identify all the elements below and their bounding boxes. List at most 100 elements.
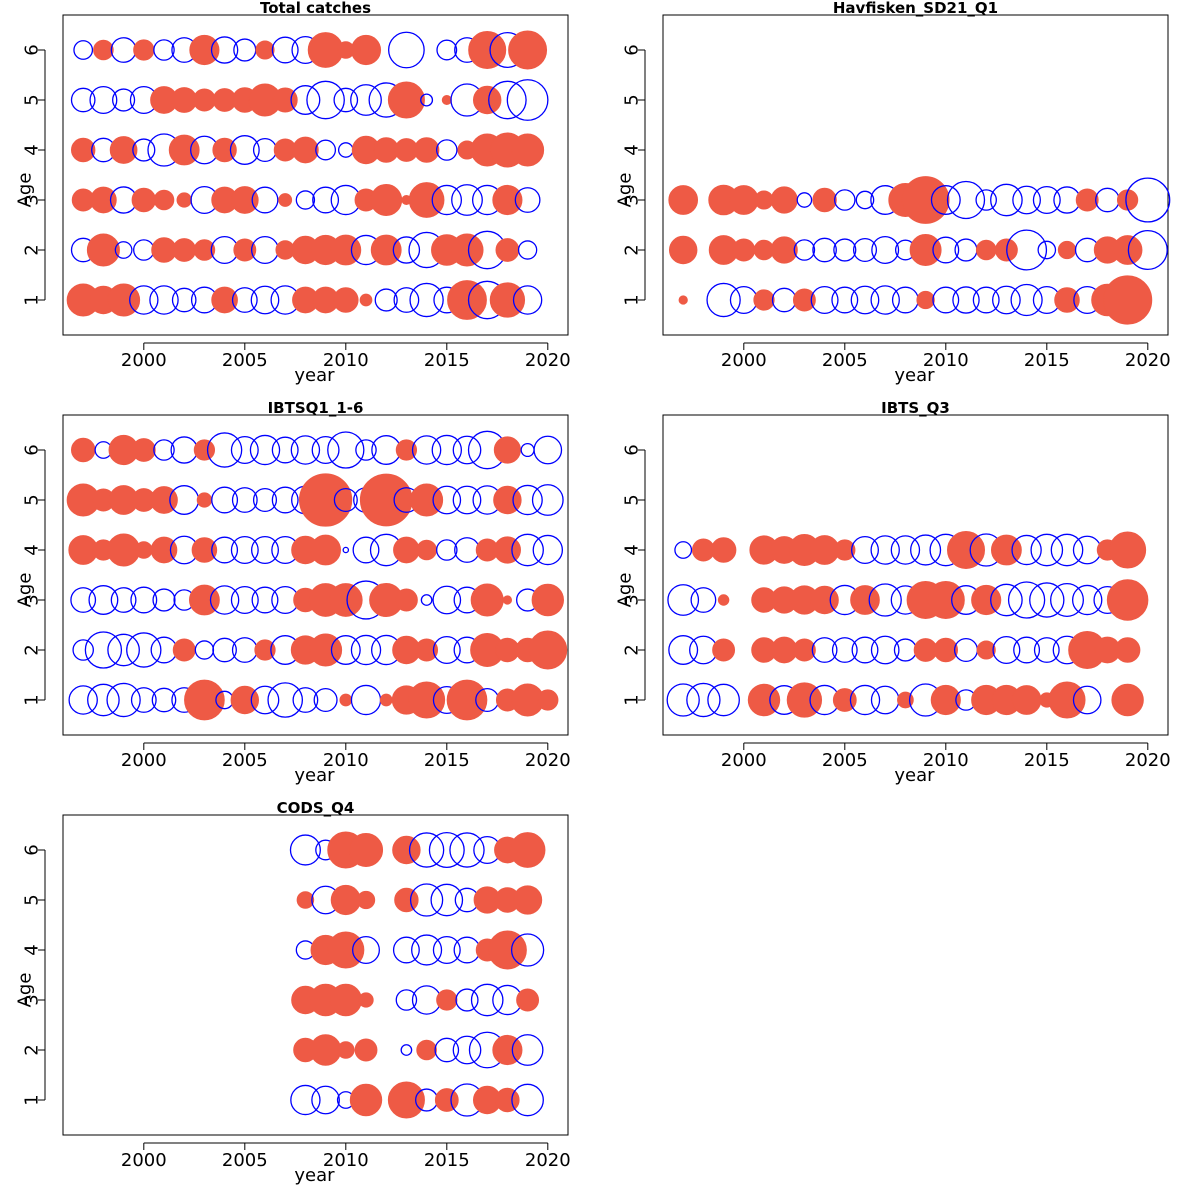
open-bubble <box>267 682 304 718</box>
filled-bubble <box>193 439 216 461</box>
filled-bubble <box>516 988 540 1012</box>
open-bubble <box>252 137 278 163</box>
open-bubble <box>251 186 279 214</box>
open-bubble <box>1006 229 1048 271</box>
open-bubble <box>409 883 444 917</box>
filled-bubble <box>272 87 298 113</box>
x-tick-label: 2005 <box>822 350 868 371</box>
plot-area <box>62 14 569 336</box>
open-bubble <box>1037 240 1057 260</box>
open-bubble <box>89 86 118 114</box>
open-bubble <box>295 190 316 210</box>
open-bubble <box>251 586 279 614</box>
open-bubble <box>953 637 979 663</box>
open-bubble <box>831 637 858 663</box>
open-bubble <box>871 236 900 264</box>
filled-bubble <box>349 1083 383 1117</box>
filled-bubble <box>492 1034 523 1066</box>
y-tick-label: 2 <box>22 244 43 255</box>
open-bubble <box>834 189 856 211</box>
filled-bubble <box>392 835 421 865</box>
open-bubble <box>230 436 259 464</box>
open-bubble <box>833 238 857 262</box>
filled-bubble <box>296 891 315 909</box>
open-bubble <box>488 80 527 120</box>
open-bubble <box>1010 283 1043 317</box>
open-bubble <box>932 236 960 264</box>
open-bubble <box>1125 177 1171 223</box>
filled-bubble <box>90 186 117 214</box>
x-tick-label: 2005 <box>822 750 868 771</box>
open-bubble <box>350 634 382 666</box>
filled-bubble <box>370 184 403 216</box>
open-bubble <box>230 586 259 614</box>
open-bubble <box>729 286 758 314</box>
open-bubble <box>431 434 463 466</box>
filled-bubble <box>528 630 568 670</box>
chart-panel-3: IBTSQ1_1-6 2000 2005 2010 2015 2020 year 1 2 3 4 5 6… <box>15 399 571 786</box>
x-tick-label: 2015 <box>1024 350 1070 371</box>
open-bubble <box>333 487 358 513</box>
filled-bubble <box>172 238 197 262</box>
filled-bubble <box>255 40 275 60</box>
open-bubble <box>72 639 94 661</box>
x-axis: 2000 2005 2010 2015 2020 year <box>721 342 1171 386</box>
filled-bubble <box>168 134 200 166</box>
x-axis-label: year <box>294 1165 335 1186</box>
open-bubble <box>891 286 919 314</box>
open-bubble <box>531 484 564 516</box>
chart-panel-2: Havfisken_SD21_Q1 2000 2005 2010 2015 2020 yea… <box>615 0 1171 386</box>
open-bubble <box>849 684 881 716</box>
filled-bubble <box>493 436 521 464</box>
open-bubble <box>350 684 382 716</box>
y-tick-label: 1 <box>22 294 43 305</box>
open-bubble <box>250 685 280 715</box>
open-bubble <box>451 184 483 216</box>
open-bubble <box>84 631 123 669</box>
x-tick-label: 2010 <box>323 750 369 771</box>
filled-bubble <box>1102 275 1153 325</box>
x-tick-label: 2000 <box>121 1150 167 1171</box>
open-bubble <box>327 431 365 469</box>
filled-bubble <box>356 890 376 910</box>
y-tick-label: 2 <box>22 1044 43 1055</box>
open-bubble <box>411 934 443 966</box>
filled-bubble <box>975 239 997 261</box>
open-bubble <box>110 587 137 613</box>
open-bubble <box>514 187 541 213</box>
y-tick-label: 5 <box>622 94 643 105</box>
open-bubble <box>311 1085 340 1115</box>
open-bubble <box>511 533 544 567</box>
filled-bubble <box>416 1039 437 1061</box>
filled-bubble <box>754 190 774 210</box>
y-tick-label: 4 <box>22 944 43 955</box>
open-bubble <box>868 583 902 617</box>
open-bubble <box>511 1083 544 1117</box>
filled-bubble <box>1011 685 1042 715</box>
bubbles <box>666 531 1149 719</box>
open-bubble <box>533 435 563 465</box>
plot-area <box>662 414 1169 736</box>
open-bubble <box>932 286 960 314</box>
filled-bubble <box>333 287 359 313</box>
x-tick-label: 2015 <box>1024 750 1070 771</box>
filled-bubble <box>292 136 319 164</box>
filled-bubble <box>410 483 444 517</box>
open-bubble <box>271 486 299 514</box>
filled-bubble <box>728 185 759 215</box>
filled-bubble <box>933 637 958 663</box>
open-bubble <box>1095 187 1120 213</box>
open-bubble <box>910 534 942 566</box>
open-bubble <box>796 192 813 208</box>
open-bubble <box>1032 186 1061 214</box>
filled-bubble <box>193 239 216 261</box>
x-axis: 2000 2005 2010 2015 2020 year <box>721 742 1171 786</box>
open-bubble <box>812 237 837 263</box>
filled-bubble <box>413 137 440 163</box>
filled-bubble <box>468 31 507 69</box>
open-bubble <box>350 84 382 116</box>
y-tick-label: 1 <box>622 294 643 305</box>
open-bubble <box>129 285 159 315</box>
x-tick-label: 2000 <box>721 350 767 371</box>
open-bubble <box>452 435 482 465</box>
